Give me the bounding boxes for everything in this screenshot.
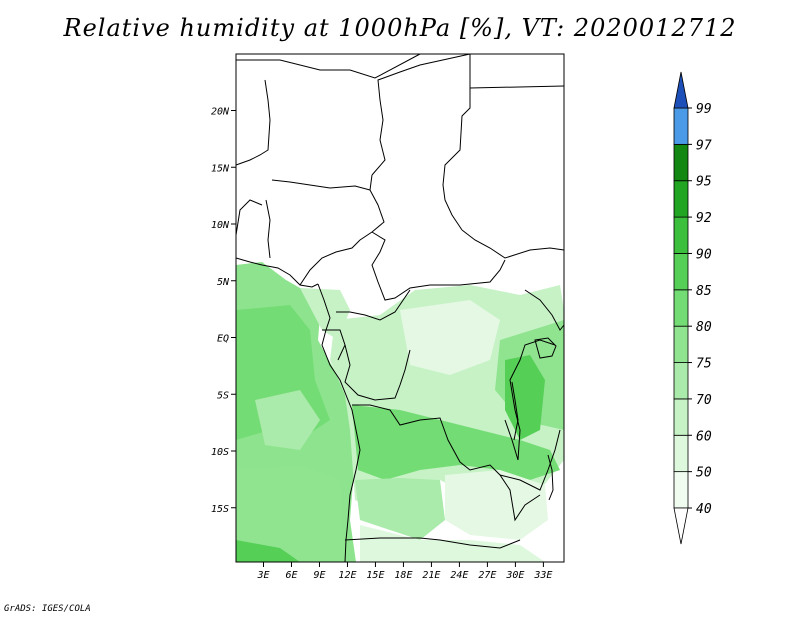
humidity-region-atlantic-south (236, 465, 345, 562)
colorbar-label: 95 (696, 175, 712, 190)
colorbar-label: 40 (696, 502, 712, 517)
lat-tick-label: 15S (211, 504, 229, 515)
colorbar-swatch (673, 180, 689, 218)
border-angola (352, 404, 541, 522)
border-angola-south (344, 537, 521, 549)
border-chad (371, 53, 471, 176)
map-frame (235, 53, 565, 563)
lat-tick-label: 20N (211, 107, 230, 118)
humidity-region-zambia (445, 470, 548, 540)
lon-tick-label: 21E (422, 570, 440, 581)
colorbar-swatch (673, 216, 689, 254)
border-east-africa (524, 289, 565, 331)
colorbar-label: 50 (696, 466, 712, 481)
lon-tick-label: 12E (338, 570, 356, 581)
border-togo (235, 199, 263, 236)
border-lakes (504, 339, 556, 461)
latitude-axis: 20N 15N 10N 5N EQ 5S 10S 15S (211, 107, 236, 515)
colorbar-swatch (673, 253, 689, 291)
colorbar-swatch (673, 143, 689, 182)
lat-tick-label: 5N (217, 277, 230, 288)
border-drc-west (344, 344, 411, 401)
border-sudan-ss (461, 229, 565, 259)
lon-tick-label: 15E (366, 570, 384, 581)
colorbar-swatch (673, 434, 689, 473)
humidity-region-congo-light (400, 300, 500, 375)
colorbar-swatch (673, 362, 689, 400)
colorbar-label: 92 (696, 211, 712, 226)
colorbar-label: 60 (696, 429, 712, 444)
border-gabon (322, 329, 346, 361)
humidity-region-southeast (360, 525, 545, 562)
lon-tick-label: 9E (313, 570, 325, 581)
lake-malawi (547, 454, 554, 501)
colorbar-label: 75 (696, 357, 712, 372)
lat-tick-label: 10S (211, 447, 229, 458)
border-niger (271, 179, 371, 191)
lon-tick-label: 3E (256, 570, 269, 581)
colorbar-label: 80 (696, 320, 712, 335)
lon-tick-label: 6E (285, 570, 297, 581)
border-congo (336, 289, 411, 321)
grads-credit: GrADS: IGES/COLA (4, 604, 91, 614)
humidity-region-lakes (505, 355, 545, 440)
lon-tick-label: 24E (450, 570, 468, 581)
coastline-gulf (317, 283, 361, 563)
colorbar-label: 99 (696, 102, 712, 117)
colorbar-label: 90 (696, 247, 712, 262)
lake-tanganyika (511, 381, 519, 441)
colorbar-label: 85 (696, 284, 712, 299)
lon-tick-label: 33E (533, 570, 552, 581)
lake-victoria (534, 337, 557, 359)
colorbar-swatch (673, 325, 689, 363)
lat-tick-label: 15N (211, 163, 230, 174)
colorbar-label: 97 (696, 138, 712, 153)
border-benin (265, 199, 271, 259)
lat-tick-label: EQ (217, 334, 229, 345)
colorbar-swatch (673, 107, 689, 145)
border-east (469, 85, 565, 89)
border-nigeria-cameroon (299, 174, 385, 286)
border-sahara-north (236, 53, 421, 79)
colorbar-swatch (673, 289, 689, 327)
colorbar-bottom-arrow (673, 507, 689, 545)
country-borders (235, 53, 565, 563)
border-west-sahel (235, 79, 271, 166)
lon-tick-label: 18E (394, 570, 412, 581)
humidity-region-atlantic-light (255, 390, 320, 450)
border-zambia (499, 429, 561, 491)
humidity-region-angola-south (355, 478, 445, 540)
border-car (371, 231, 506, 301)
coastline-west-africa (235, 257, 319, 288)
colorbar: 40 50 60 70 75 80 85 90 92 95 97 99 (673, 71, 712, 545)
colorbar-swatch (673, 398, 689, 436)
lon-tick-label: 27E (478, 570, 496, 581)
colorbar-swatch (673, 471, 689, 509)
longitude-axis: 3E 6E 9E 12E 15E 18E 21E 24E 27E 30E 33E (256, 562, 552, 581)
colorbar-top-arrow (673, 71, 689, 109)
colorbar-label: 70 (696, 393, 712, 408)
lat-tick-label: 5S (217, 390, 229, 401)
chart-title: Relative humidity at 1000hPa [%], VT: 20… (63, 14, 737, 42)
lon-tick-label: 30E (505, 570, 524, 581)
border-libya-sudan (442, 54, 471, 231)
lat-tick-label: 10N (211, 220, 230, 231)
humidity-region-atlantic-coastband (236, 540, 300, 562)
